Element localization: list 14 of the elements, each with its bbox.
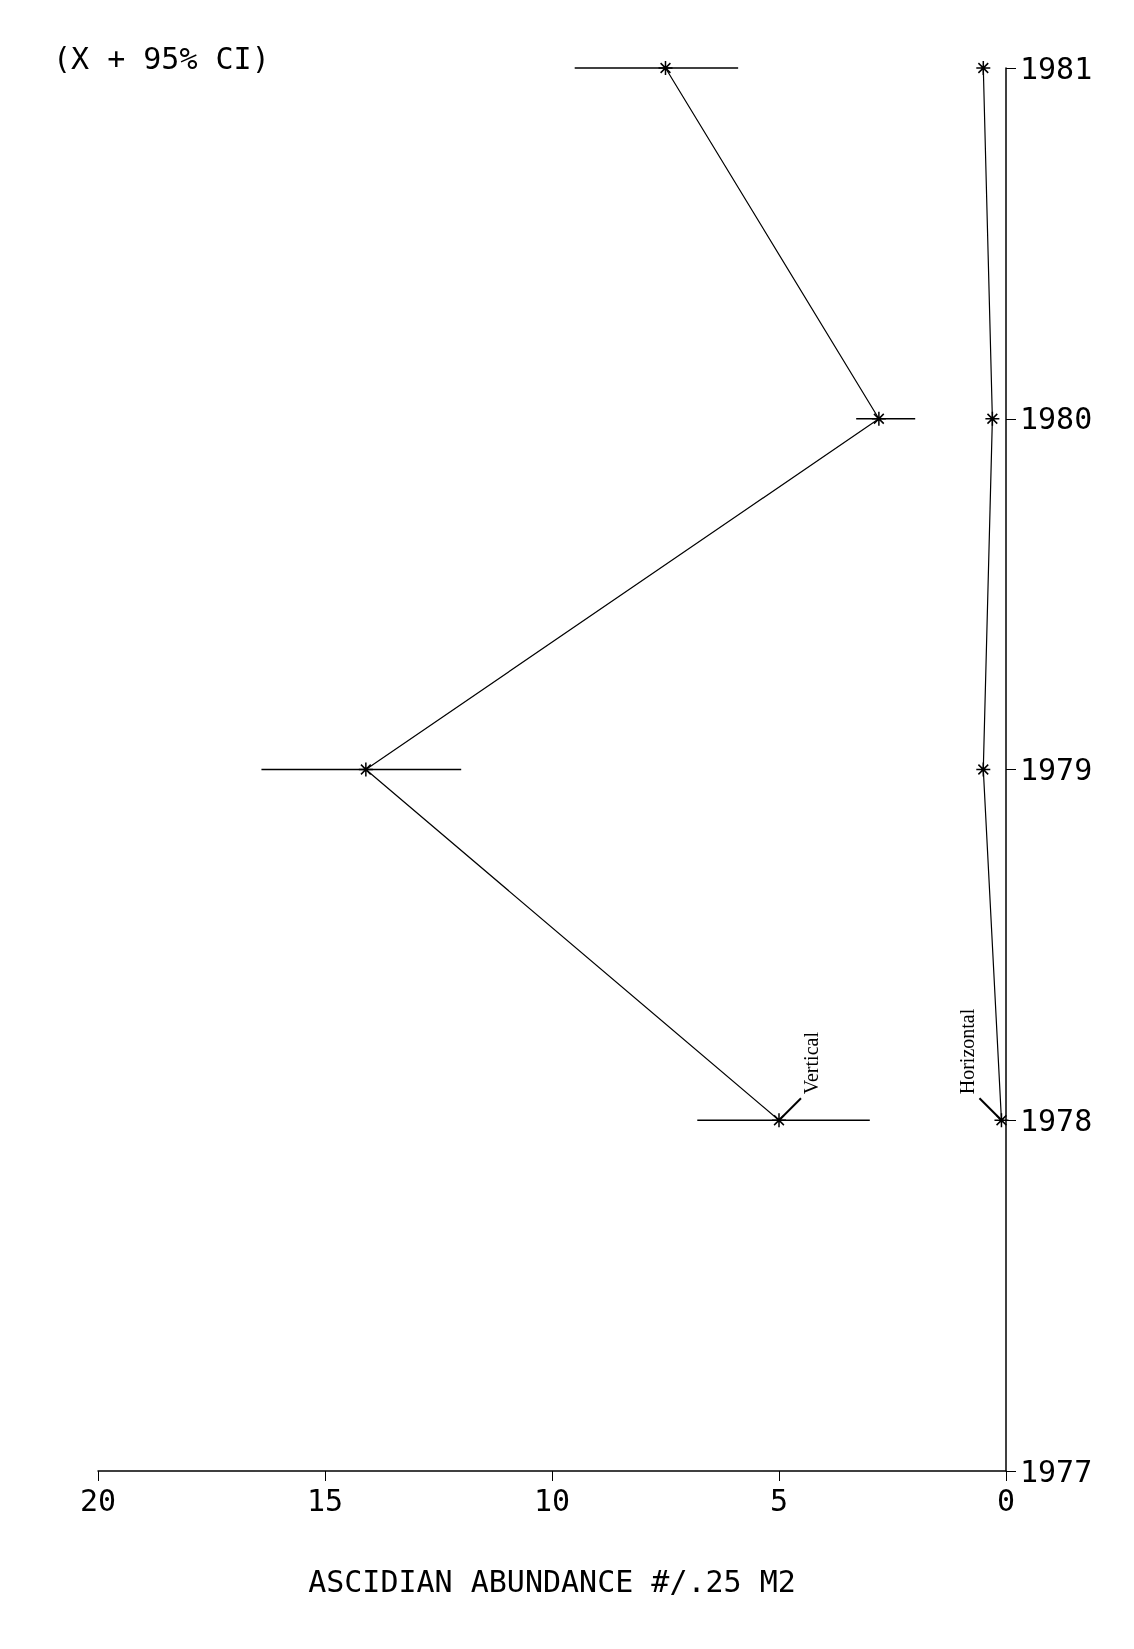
y-tick-label: 1981 [1020,50,1093,86]
text: Vertical [800,1031,822,1095]
y-tick-label: 1980 [1020,401,1093,437]
x-tick-label: 10 [533,1482,571,1518]
y-tick-label: 1977 [1020,1453,1093,1489]
y-tick-label: 1978 [1020,1102,1093,1138]
x-tick-label: 15 [306,1482,344,1518]
x-tick-label: 5 [769,1482,789,1518]
x-tick-label: 20 [79,1482,117,1518]
chart-subtitle: (X + 95% CI) [53,40,270,76]
y-tick-label: 1979 [1020,752,1093,787]
x-tick-label: 0 [996,1482,1016,1518]
x-axis-title: ASCIDIAN ABUNDANCE #/.25 M2 [308,1563,796,1599]
text: Horizontal [956,1008,979,1095]
